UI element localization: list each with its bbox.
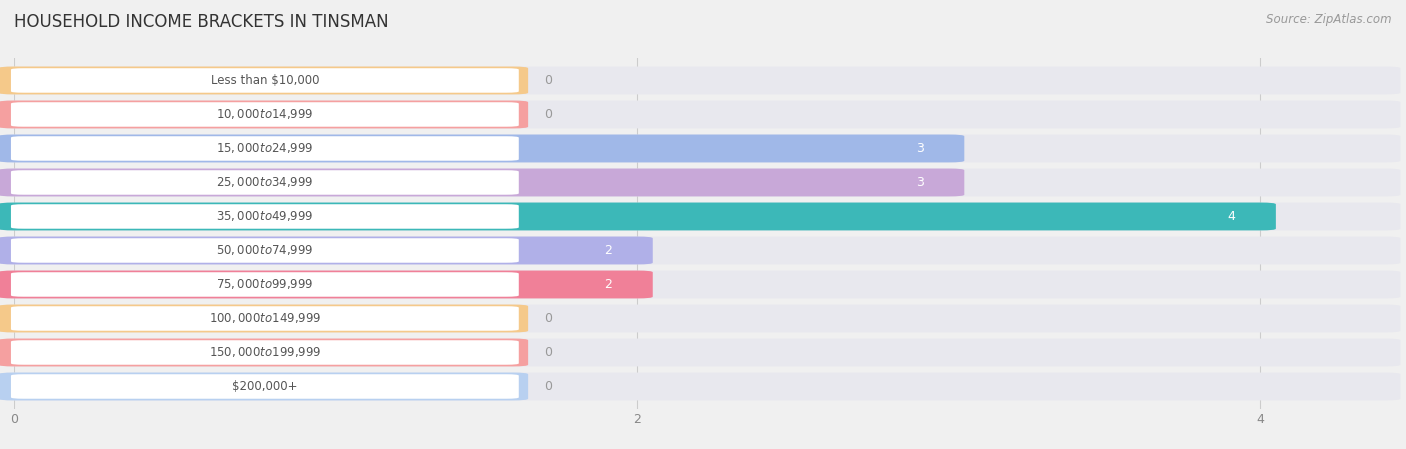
FancyBboxPatch shape — [0, 271, 652, 299]
Text: $10,000 to $14,999: $10,000 to $14,999 — [217, 107, 314, 122]
Text: 3: 3 — [915, 176, 924, 189]
FancyBboxPatch shape — [11, 306, 519, 331]
FancyBboxPatch shape — [11, 170, 519, 195]
FancyBboxPatch shape — [0, 304, 529, 332]
Text: $75,000 to $99,999: $75,000 to $99,999 — [217, 277, 314, 291]
Text: 3: 3 — [915, 142, 924, 155]
FancyBboxPatch shape — [11, 340, 519, 365]
Text: Less than $10,000: Less than $10,000 — [211, 74, 319, 87]
FancyBboxPatch shape — [0, 168, 965, 196]
FancyBboxPatch shape — [0, 304, 1400, 332]
FancyBboxPatch shape — [0, 373, 529, 401]
Text: $200,000+: $200,000+ — [232, 380, 298, 393]
FancyBboxPatch shape — [0, 101, 1400, 128]
FancyBboxPatch shape — [0, 202, 1400, 230]
Text: 0: 0 — [544, 74, 551, 87]
Text: $15,000 to $24,999: $15,000 to $24,999 — [217, 141, 314, 155]
FancyBboxPatch shape — [11, 272, 519, 297]
Text: $50,000 to $74,999: $50,000 to $74,999 — [217, 243, 314, 257]
FancyBboxPatch shape — [0, 237, 652, 264]
Text: $150,000 to $199,999: $150,000 to $199,999 — [208, 345, 321, 360]
Text: $25,000 to $34,999: $25,000 to $34,999 — [217, 176, 314, 189]
FancyBboxPatch shape — [0, 135, 965, 163]
FancyBboxPatch shape — [0, 135, 1400, 163]
FancyBboxPatch shape — [11, 136, 519, 161]
FancyBboxPatch shape — [11, 374, 519, 399]
FancyBboxPatch shape — [0, 237, 1400, 264]
FancyBboxPatch shape — [0, 66, 1400, 94]
Text: 0: 0 — [544, 346, 551, 359]
FancyBboxPatch shape — [0, 339, 529, 366]
FancyBboxPatch shape — [0, 373, 1400, 401]
Text: 2: 2 — [605, 244, 612, 257]
Text: Source: ZipAtlas.com: Source: ZipAtlas.com — [1267, 13, 1392, 26]
Text: $35,000 to $49,999: $35,000 to $49,999 — [217, 210, 314, 224]
FancyBboxPatch shape — [0, 168, 1400, 196]
FancyBboxPatch shape — [11, 204, 519, 229]
Text: 2: 2 — [605, 278, 612, 291]
Text: 0: 0 — [544, 380, 551, 393]
FancyBboxPatch shape — [0, 66, 529, 94]
FancyBboxPatch shape — [11, 68, 519, 92]
Text: 4: 4 — [1227, 210, 1236, 223]
FancyBboxPatch shape — [0, 339, 1400, 366]
FancyBboxPatch shape — [0, 271, 1400, 299]
Text: HOUSEHOLD INCOME BRACKETS IN TINSMAN: HOUSEHOLD INCOME BRACKETS IN TINSMAN — [14, 13, 388, 31]
Text: 0: 0 — [544, 108, 551, 121]
FancyBboxPatch shape — [11, 238, 519, 263]
FancyBboxPatch shape — [0, 202, 1275, 230]
Text: 0: 0 — [544, 312, 551, 325]
Text: $100,000 to $149,999: $100,000 to $149,999 — [208, 312, 321, 326]
FancyBboxPatch shape — [0, 101, 529, 128]
FancyBboxPatch shape — [11, 102, 519, 127]
